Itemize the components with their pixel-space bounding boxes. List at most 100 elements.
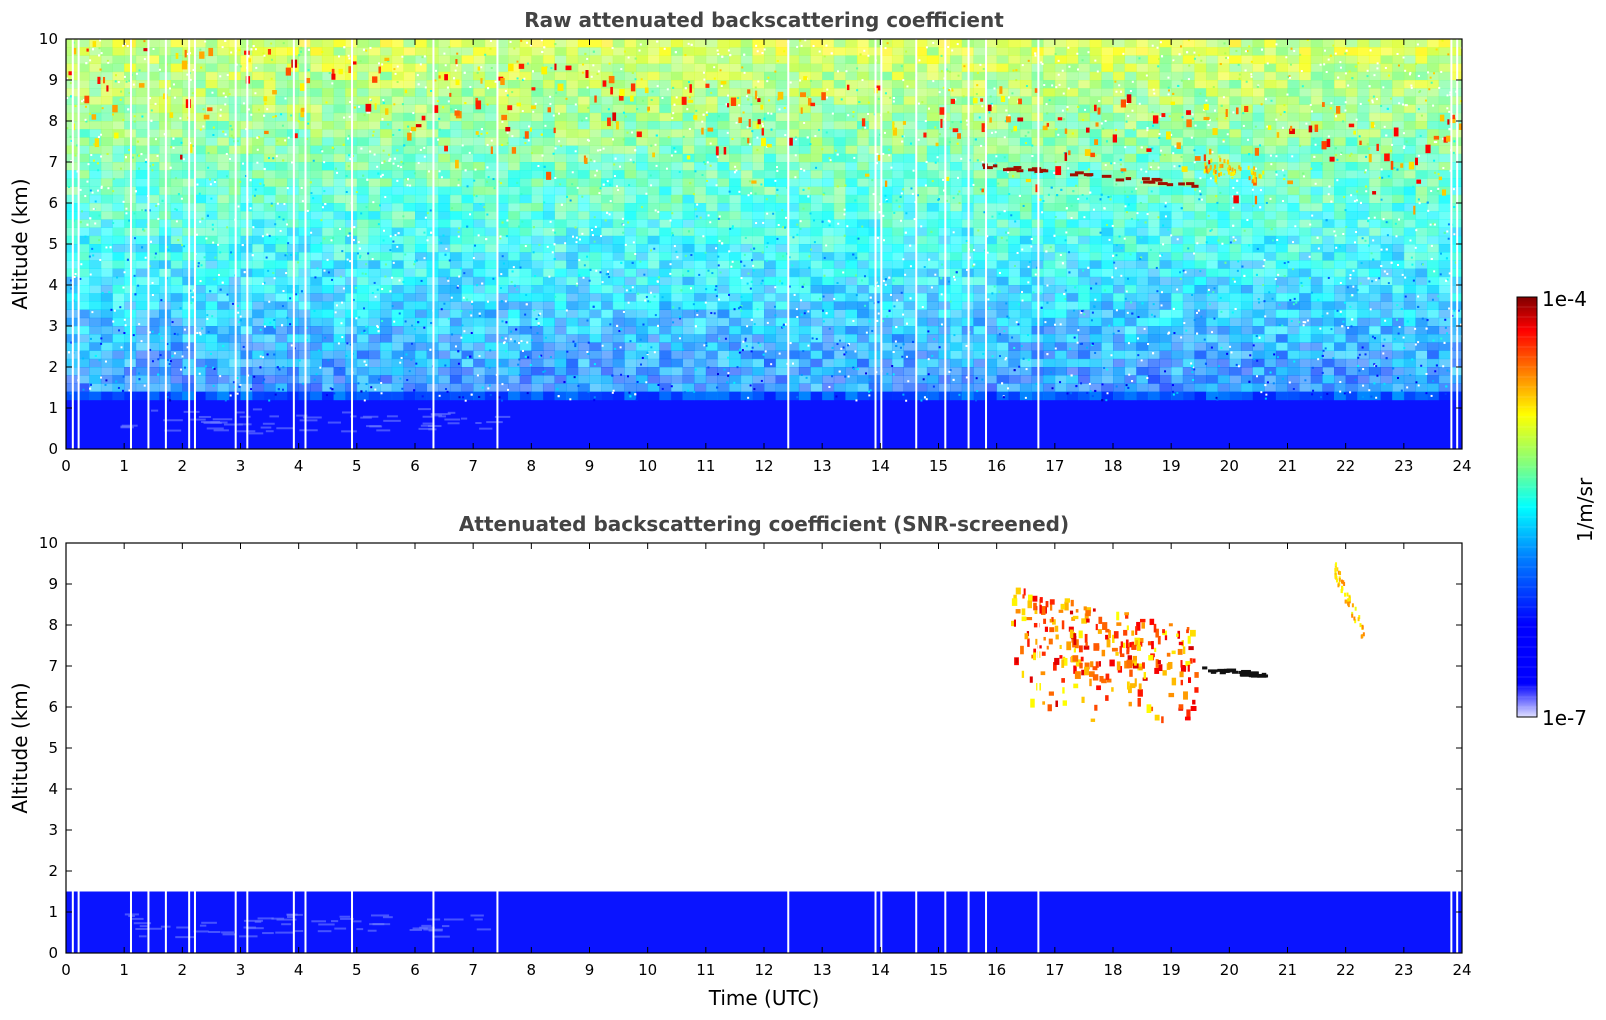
noise-cell (380, 268, 393, 278)
noise-cell (275, 375, 288, 384)
noise-cell (380, 219, 393, 228)
noise-cell (577, 326, 590, 335)
noise-cell (973, 276, 986, 286)
noise-cell (1089, 285, 1102, 294)
noise-cell (1136, 162, 1149, 171)
noise-cell (1217, 178, 1230, 187)
noise-cell (263, 358, 276, 368)
noise-cell (1101, 219, 1114, 228)
noise-cell (915, 219, 928, 228)
noise-cell (601, 383, 614, 392)
noise-cell (798, 219, 811, 228)
noise-cell (636, 375, 649, 384)
noise-cell (1299, 178, 1312, 187)
noise-cell (1194, 309, 1207, 319)
noise-cell (135, 276, 148, 286)
noise-cell (1113, 334, 1126, 343)
noise-cell (705, 227, 718, 237)
noise-cell (636, 260, 649, 269)
noise-cell (449, 285, 462, 294)
noise-cell (996, 317, 1009, 327)
noise-cell (1229, 88, 1242, 97)
noise-cell (915, 186, 928, 196)
noise-cell (1159, 145, 1172, 155)
noise-cell (473, 39, 486, 48)
noise-cell (508, 129, 521, 138)
noise-cell (531, 178, 544, 187)
noise-cell (764, 153, 777, 163)
noise-cell (473, 162, 486, 171)
noise-cell (193, 227, 206, 237)
noise-cell (612, 219, 625, 228)
aerosol-cell (376, 429, 391, 432)
noise-cell (147, 121, 160, 130)
noise-cell (519, 194, 532, 204)
noise-cell (775, 71, 788, 81)
noise-cell (1089, 358, 1102, 368)
noise-cell (1136, 350, 1149, 360)
noise-cell (1136, 203, 1149, 212)
noise-cell (752, 252, 765, 261)
noise-cell (903, 96, 916, 105)
noise-cell (566, 153, 579, 163)
noise-cell (368, 129, 381, 138)
noise-cell (891, 162, 904, 171)
noise-cell (217, 80, 230, 89)
noise-cell (170, 194, 183, 204)
noise-cell (135, 301, 148, 310)
noise-cell (717, 162, 730, 171)
noise-cell (170, 211, 183, 220)
noise-cell (845, 301, 858, 310)
noise-cell (275, 276, 288, 286)
noise-cell (566, 276, 579, 286)
noise-cell (566, 80, 579, 89)
noise-cell (252, 186, 265, 196)
noise-cell (217, 276, 230, 286)
noise-cell (1136, 63, 1149, 73)
noise-cell (333, 178, 346, 187)
noise-cell (89, 358, 102, 368)
noise-cell (1357, 63, 1370, 73)
noise-cell (77, 301, 90, 310)
noise-cell (1019, 194, 1032, 204)
noise-cell (647, 317, 660, 327)
noise-cell (1019, 162, 1032, 171)
noise-cell (740, 375, 753, 384)
noise-cell (740, 317, 753, 327)
noise-cell (77, 104, 90, 114)
noise-cell (1008, 104, 1021, 114)
noise-cell (810, 112, 823, 122)
noise-cell (577, 137, 590, 146)
noise-cell (519, 71, 532, 81)
noise-cell (484, 186, 497, 196)
noise-cell (694, 219, 707, 228)
noise-cell (926, 358, 939, 368)
noise-cell (1240, 375, 1253, 384)
noise-cell (531, 162, 544, 171)
noise-cell (1101, 244, 1114, 253)
noise-cell (1019, 276, 1032, 286)
noise-cell (857, 334, 870, 343)
noise-cell (193, 268, 206, 278)
noise-cell (717, 375, 730, 384)
noise-cell (705, 375, 718, 384)
noise-cell (810, 342, 823, 351)
noise-cell (1194, 203, 1207, 212)
noise-cell (193, 178, 206, 187)
noise-cell (1136, 137, 1149, 146)
noise-cell (356, 326, 369, 335)
noise-cell (1101, 276, 1114, 286)
noise-cell (985, 39, 998, 48)
noise-cell (624, 350, 637, 360)
noise-cell (1194, 219, 1207, 228)
noise-cell (915, 55, 928, 64)
noise-cell (694, 227, 707, 237)
noise-cell (915, 121, 928, 130)
noise-cell (1299, 326, 1312, 335)
noise-cell (1008, 309, 1021, 319)
noise-cell (1206, 88, 1219, 97)
noise-cell (647, 80, 660, 89)
noise-cell (1275, 260, 1288, 269)
noise-cell (1054, 55, 1067, 64)
noise-cell (1194, 285, 1207, 294)
